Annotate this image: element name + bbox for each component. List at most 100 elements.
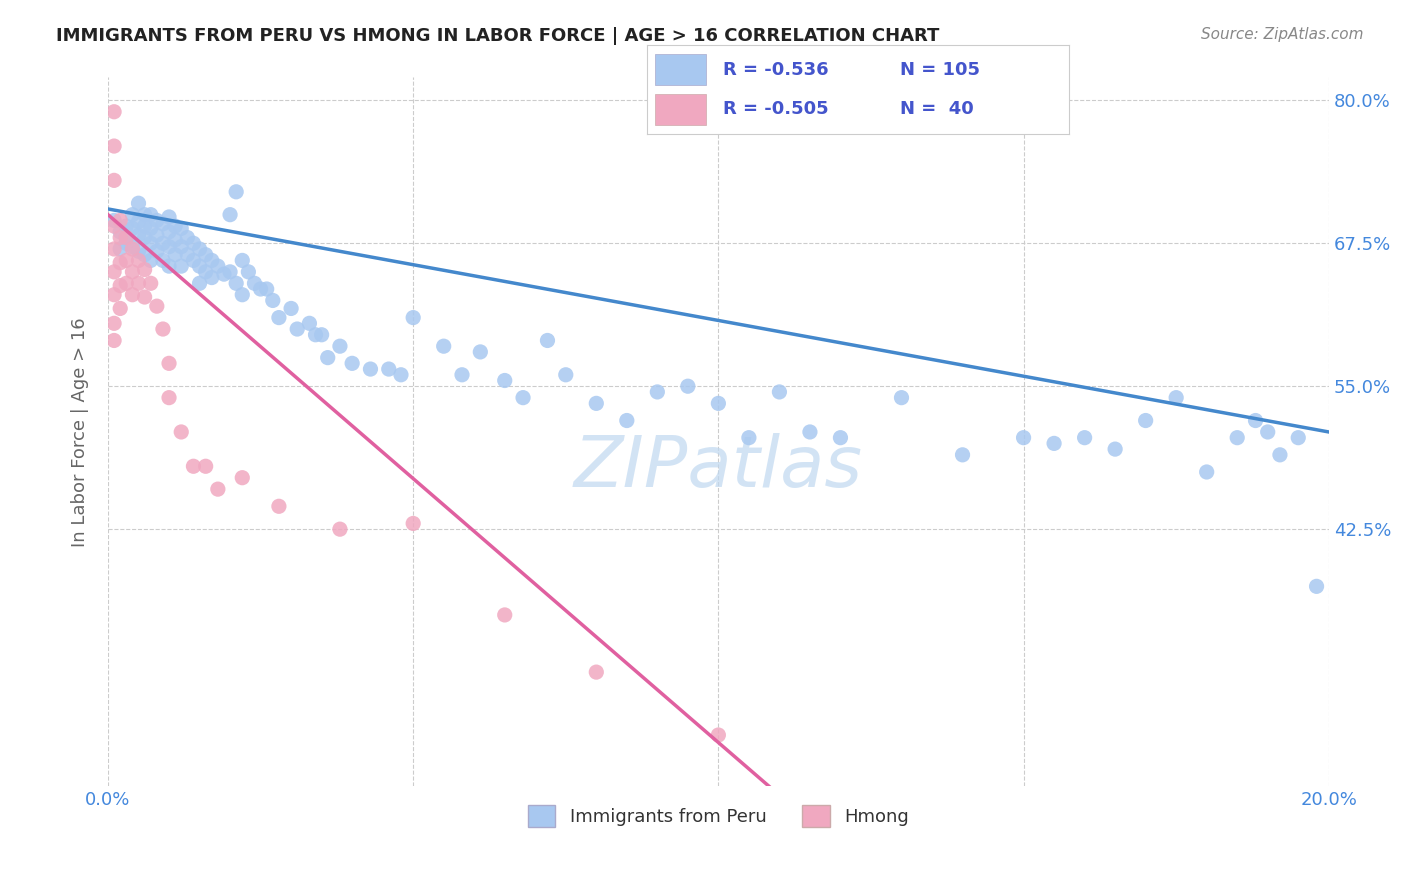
Point [134,248,156,262]
Point [134,290,156,304]
Point [115,230,138,244]
Text: ZIPatlas: ZIPatlas [574,433,863,502]
Point [316,351,339,365]
Point [103,242,125,256]
Point [262,293,284,308]
Point [152,253,174,268]
Point [311,327,333,342]
Point [249,282,271,296]
Point [134,219,156,233]
Point [207,482,229,496]
Point [554,368,576,382]
Point [115,277,138,291]
Point [152,322,174,336]
Point [707,728,730,742]
Point [830,431,852,445]
Point [280,301,302,316]
Point [1305,579,1327,593]
Point [128,214,150,228]
Point [188,277,211,291]
Point [183,459,205,474]
Point [188,259,211,273]
Point [285,322,308,336]
Point [139,221,162,235]
Point [108,256,131,270]
Point [170,221,193,235]
Point [134,208,156,222]
Point [183,236,205,251]
Point [225,185,247,199]
Text: IMMIGRANTS FROM PERU VS HMONG IN LABOR FORCE | AGE > 16 CORRELATION CHART: IMMIGRANTS FROM PERU VS HMONG IN LABOR F… [56,27,939,45]
Text: Source: ZipAtlas.com: Source: ZipAtlas.com [1201,27,1364,42]
Point [1135,413,1157,427]
Point [1244,413,1267,427]
Point [121,221,143,235]
Point [1166,391,1188,405]
Point [157,240,180,254]
Point [146,244,169,259]
Point [219,265,242,279]
Point [707,396,730,410]
Point [219,208,242,222]
Point [108,213,131,227]
Point [108,225,131,239]
Point [1012,431,1035,445]
Point [1104,442,1126,456]
Point [157,391,180,405]
Point [146,299,169,313]
Point [1073,431,1095,445]
Point [157,356,180,370]
Point [536,334,558,348]
Point [128,277,150,291]
Point [238,265,260,279]
Point [201,253,224,268]
Point [359,362,381,376]
Point [103,213,125,227]
Point [108,278,131,293]
Point [165,219,187,233]
Point [170,259,193,273]
Point [647,384,669,399]
Point [108,301,131,316]
Point [115,219,138,233]
Point [494,607,516,622]
Point [157,225,180,239]
Point [128,244,150,259]
Point [1286,431,1309,445]
Point [146,213,169,227]
Point [176,248,198,262]
Point [103,219,125,233]
Point [799,425,821,439]
Text: N = 105: N = 105 [900,61,980,78]
Point [194,265,217,279]
Point [676,379,699,393]
Point [389,368,412,382]
Point [616,413,638,427]
Point [212,267,235,281]
Point [103,265,125,279]
Point [128,253,150,268]
Point [890,391,912,405]
Point [952,448,974,462]
Point [157,259,180,273]
Point [512,391,534,405]
Point [121,208,143,222]
Point [103,287,125,301]
Point [139,277,162,291]
Point [207,259,229,273]
Point [402,310,425,325]
Point [1268,448,1291,462]
Point [176,230,198,244]
Point [165,233,187,247]
Point [115,253,138,268]
Point [243,277,266,291]
Point [170,425,193,439]
Point [103,104,125,119]
Point [134,230,156,244]
Point [108,230,131,244]
Point [165,248,187,262]
Point [768,384,790,399]
Point [585,396,607,410]
Point [128,196,150,211]
Point [146,228,169,243]
